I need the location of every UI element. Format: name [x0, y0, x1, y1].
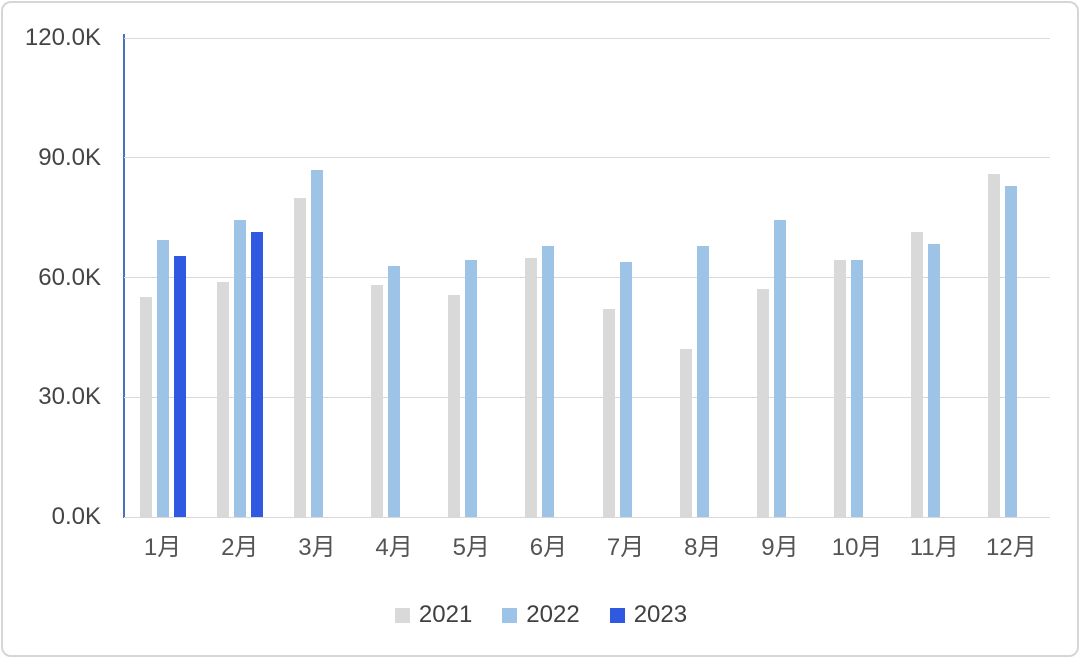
x-tick-label: 1月: [143, 534, 182, 561]
x-tick-label: 8月: [684, 534, 722, 561]
bar-2021-11月: [911, 231, 924, 517]
x-tick-label: 7月: [606, 534, 645, 561]
bar-2021-3月: [293, 197, 306, 517]
legend-swatch-icon: [502, 607, 518, 623]
bar-2021-1月: [139, 297, 152, 517]
bar-2022-6月: [542, 245, 555, 517]
y-axis-line: [123, 34, 125, 518]
bar-2022-2月: [233, 219, 246, 517]
x-tick-label: 12月: [986, 534, 1037, 561]
bar-2022-1月: [156, 239, 169, 517]
legend-item-2021: 2021: [394, 600, 473, 630]
x-tick-label: 4月: [375, 534, 413, 561]
bar-2022-5月: [465, 259, 478, 517]
bar-2022-10月: [851, 259, 864, 517]
bar-2022-11月: [928, 243, 941, 517]
x-axis-baseline: [124, 516, 1050, 518]
bar-2021-4月: [371, 285, 384, 517]
bar-2023-2月: [250, 231, 263, 517]
legend-item-2022: 2022: [502, 600, 580, 630]
x-tick-label: 9月: [761, 534, 799, 561]
bar-2022-3月: [310, 169, 323, 517]
bar-2021-7月: [602, 309, 615, 517]
x-tick-label: 3月: [298, 534, 336, 561]
legend-label: 2023: [633, 601, 688, 628]
legend-label: 2022: [526, 601, 580, 628]
bar-2021-2月: [216, 281, 229, 517]
y-tick-label: 0.0K: [51, 503, 101, 530]
x-tick-label: 5月: [452, 534, 490, 561]
bar-2021-12月: [988, 173, 1001, 517]
plot-area: [123, 34, 1050, 518]
x-tick-label: 10月: [831, 534, 883, 561]
x-tick-label: 6月: [529, 534, 568, 561]
legend-swatch-icon: [609, 607, 625, 623]
bar-2021-6月: [525, 257, 538, 517]
gridline-30k: [124, 396, 1050, 398]
bar-2023-1月: [173, 255, 186, 517]
bar-2022-8月: [696, 245, 709, 517]
x-tick-label: 2月: [221, 534, 259, 561]
legend-swatch-icon: [394, 607, 410, 623]
gridline-120k: [124, 37, 1050, 39]
y-tick-label: 120.0K: [24, 24, 101, 51]
gridline-60k: [124, 277, 1050, 278]
y-tick-label: 30.0K: [38, 383, 101, 411]
gridline-90k: [124, 157, 1050, 159]
bar-2021-8月: [679, 349, 692, 517]
legend: 2021 2022 2023: [3, 600, 1077, 630]
bar-2021-10月: [834, 259, 847, 517]
bar-chart: 0.0K 30.0K 60.0K 90.0K 120.0K 1月 2月 3月 4月 5月 6月 7月…: [3, 3, 1077, 655]
y-tick-label: 90.0K: [38, 143, 101, 171]
legend-item-2023: 2023: [609, 600, 688, 630]
bar-2021-9月: [756, 289, 769, 517]
bar-2022-9月: [773, 219, 786, 517]
bar-2022-12月: [1005, 185, 1018, 517]
bar-2021-5月: [448, 295, 461, 517]
bar-2022-7月: [619, 261, 632, 517]
x-tick-label: 11月: [909, 534, 959, 561]
y-tick-label: 60.0K: [38, 263, 101, 291]
bar-2022-4月: [388, 265, 401, 517]
legend-label: 2021: [418, 601, 473, 628]
